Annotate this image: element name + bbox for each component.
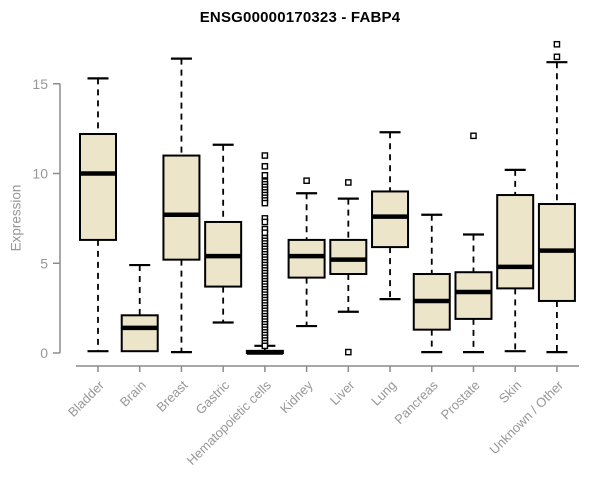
outlier-point (261, 171, 269, 179)
outlier-point (345, 179, 352, 186)
iqr-box (454, 271, 493, 320)
iqr-box (79, 133, 117, 241)
outlier-point (261, 199, 269, 207)
boxplot-kidney (287, 177, 326, 328)
outlier-point (470, 132, 477, 140)
boxplot-liver (329, 179, 368, 356)
boxplot-gastric (204, 143, 243, 324)
outlier-point (303, 177, 310, 184)
boxplot-skin (496, 168, 535, 353)
boxplot-brain (120, 263, 159, 353)
iqr-box (371, 190, 410, 249)
x-category-label: Gastric (193, 377, 233, 417)
boxplot-hematopoietic-cells (245, 152, 284, 355)
outlier-point (553, 40, 561, 48)
outlier-point (261, 218, 269, 226)
iqr-box (120, 314, 159, 353)
outlier-point (345, 348, 352, 356)
x-category-label: Skin (496, 378, 524, 406)
x-category-label: Prostate (438, 378, 483, 423)
iqr-box (329, 238, 368, 276)
x-category-label: Brain (117, 378, 149, 410)
x-category-label: Unknown / Other (486, 377, 566, 457)
outlier-point (261, 229, 269, 237)
x-category-label: Kidney (277, 377, 316, 416)
x-category-label: Pancreas (391, 377, 441, 427)
y-tick-label: 10 (32, 166, 48, 182)
boxplot-lung (371, 131, 410, 301)
boxplot-breast (162, 57, 201, 354)
iqr-box (287, 238, 326, 279)
outlier-point (553, 53, 561, 61)
boxplot-unknown-other (537, 40, 576, 354)
iqr-box (162, 154, 201, 261)
y-tick-label: 5 (40, 255, 48, 271)
outlier-point (261, 152, 269, 159)
x-category-label: Liver (327, 377, 358, 408)
boxplot-prostate (454, 132, 493, 354)
x-category-label: Lung (368, 378, 399, 409)
boxplot-bladder (79, 77, 117, 353)
x-category-label: Bladder (65, 377, 108, 420)
x-category-label: Breast (153, 377, 190, 414)
iqr-box (496, 194, 535, 290)
y-tick-label: 15 (32, 76, 48, 92)
boxplot-pancreas (412, 213, 451, 354)
y-tick-label: 0 (40, 345, 48, 361)
outlier-point (261, 342, 269, 350)
chart-title: ENSG00000170323 - FABP4 (199, 9, 401, 26)
outlier-point (261, 163, 269, 170)
